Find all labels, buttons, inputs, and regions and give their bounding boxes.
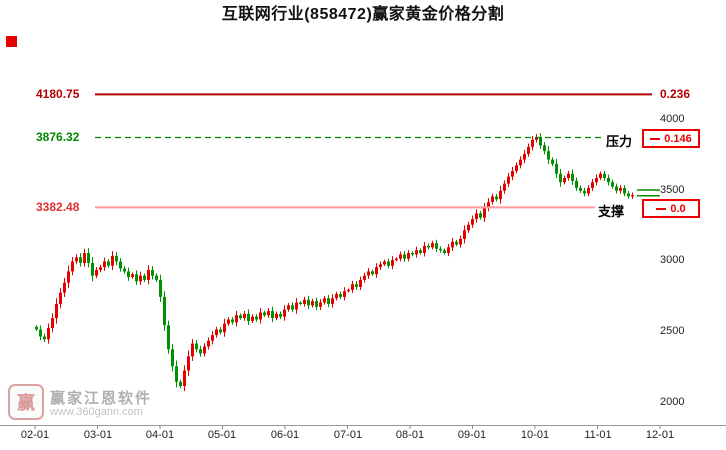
y-axis-tick: 2000: [660, 396, 685, 408]
corner-red-marker-icon: [6, 36, 17, 47]
red-dash-icon: [656, 207, 667, 210]
support-value-label: 3382.48: [36, 200, 80, 214]
resistance-value-label: 3876.32: [36, 130, 80, 144]
brand-logo-icon: 赢: [8, 384, 44, 420]
x-axis-tick: 11-01: [584, 429, 612, 441]
resistance-ratio-box[interactable]: 0.146: [642, 129, 700, 148]
x-axis-tick: 08-01: [395, 429, 425, 441]
fib-top-ratio-label: 0.236: [660, 87, 691, 101]
support-ratio-box[interactable]: 0.0: [642, 199, 700, 218]
brand-url: www.360gann.com: [50, 406, 143, 418]
x-axis-tick: 06-01: [270, 429, 300, 441]
resistance-label: 压力: [606, 134, 633, 149]
fib-top-value-label: 4180.75: [36, 87, 80, 101]
x-axis-tick: 05-01: [207, 429, 237, 441]
support-ratio-value: 0.0: [670, 202, 686, 215]
x-axis-tick: 04-01: [145, 429, 175, 441]
support-label: 支撑: [598, 204, 625, 219]
x-axis-tick: 10-01: [520, 429, 550, 441]
x-axis-tick: 07-01: [333, 429, 363, 441]
red-dash-icon: [650, 137, 661, 140]
x-axis-tick: 09-01: [457, 429, 487, 441]
y-axis-tick: 3000: [660, 254, 685, 266]
y-axis-tick: 2500: [660, 325, 685, 337]
x-axis-tick: 02-01: [20, 429, 50, 441]
x-axis-line: [0, 425, 726, 426]
resistance-ratio-value: 0.146: [664, 132, 692, 145]
brand-name: 赢家江恩软件: [50, 390, 153, 407]
page-title: 互联网行业(858472)赢家黄金价格分割: [221, 6, 505, 23]
y-axis-tick: 3500: [660, 184, 685, 196]
x-axis-tick: 12-01: [645, 429, 675, 441]
x-axis-tick: 03-01: [83, 429, 113, 441]
y-axis-tick: 4000: [660, 113, 685, 125]
